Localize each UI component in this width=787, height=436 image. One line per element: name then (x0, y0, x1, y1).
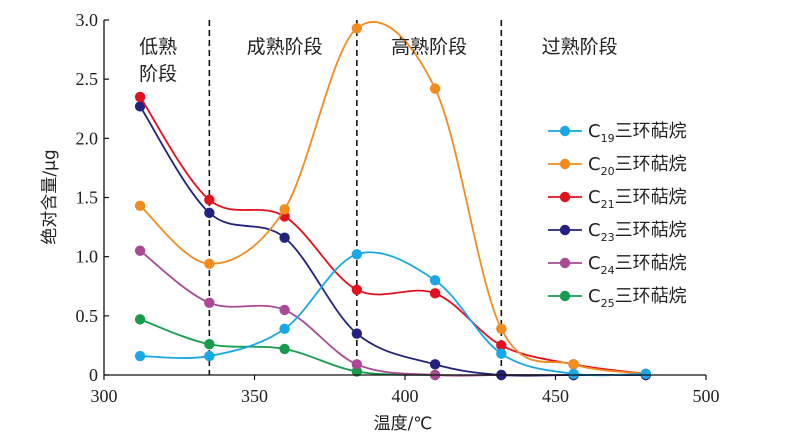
y-axis-title: 绝对含量/μg (40, 149, 60, 244)
legend-subscript: 20 (601, 165, 615, 178)
y-tick-label: 2.5 (76, 69, 99, 89)
stage-label-1-line2: 阶段 (139, 63, 177, 85)
data-point-c19 (351, 249, 363, 260)
data-point-c23 (204, 207, 215, 219)
legend-item-c20: C20三环萜烷 (548, 154, 687, 178)
legend-item-c24: C24三环萜烷 (548, 253, 687, 277)
legend-marker (559, 224, 571, 236)
data-point-c25 (204, 339, 215, 350)
stage-label-3: 高熟阶段 (391, 36, 467, 58)
data-point-c21 (134, 91, 146, 103)
legend-item-c21: C21三环萜烷 (548, 187, 687, 211)
data-point-c19 (279, 323, 290, 335)
legend-subscript: 25 (601, 297, 615, 310)
data-point-c24 (279, 304, 290, 316)
x-tick-label: 300 (91, 386, 118, 406)
data-point-c20 (134, 200, 146, 211)
axis-layer: 0 0.5 1.0 1.5 2.0 2.5 3.0 300 350 400 450 500 (76, 10, 720, 406)
legend-suffix: 三环萜烷 (615, 220, 687, 241)
legend-label: C25三环萜烷 (588, 286, 687, 310)
legend-label: C19三环萜烷 (588, 121, 687, 145)
legend-suffix: 三环萜烷 (615, 286, 687, 307)
legend-suffix: 三环萜烷 (615, 154, 687, 175)
stage-label-4: 过熟阶段 (542, 36, 618, 58)
legend: C19三环萜烷C20三环萜烷C21三环萜烷C23三环萜烷C24三环萜烷C25三环… (548, 121, 687, 310)
series-line-c21 (139, 96, 646, 375)
y-tick-label: 0 (89, 365, 98, 385)
y-tick-label: 1.0 (76, 247, 99, 267)
stage-label-1: 低熟 (139, 36, 177, 58)
y-tick-label: 2.0 (76, 128, 99, 148)
legend-item-c23: C23三环萜烷 (548, 220, 687, 244)
data-point-c19 (640, 368, 651, 380)
stage-label-2: 成熟阶段 (247, 36, 323, 58)
legend-marker (559, 158, 571, 170)
data-point-c19 (429, 275, 441, 286)
data-point-c24 (204, 297, 215, 309)
data-point-c20 (429, 83, 441, 94)
data-point-c20 (279, 204, 290, 215)
y-tick-label: 3.0 (76, 10, 99, 30)
data-point-c20 (351, 23, 363, 34)
legend-label: C20三环萜烷 (588, 154, 687, 178)
data-point-c21 (351, 284, 363, 295)
data-point-c19 (204, 350, 215, 362)
data-point-c23 (134, 101, 146, 112)
legend-prefix: C (588, 154, 601, 175)
data-point-c20 (204, 258, 215, 269)
legend-label: C23三环萜烷 (588, 220, 687, 244)
x-axis-title: 温度/℃ (374, 414, 433, 434)
stage-divider-layer (208, 20, 503, 375)
legend-prefix: C (588, 187, 601, 208)
legend-subscript: 19 (601, 132, 615, 145)
data-point-c23 (429, 359, 441, 370)
legend-subscript: 23 (601, 231, 615, 244)
series-line-c23 (139, 105, 646, 377)
data-point-c21 (429, 288, 441, 299)
legend-prefix: C (588, 286, 601, 307)
y-tick-label: 0.5 (76, 306, 99, 326)
data-point-c25 (279, 343, 290, 355)
data-point-c25 (134, 314, 146, 325)
data-point-c20 (568, 359, 579, 370)
series-line-c19 (140, 251, 646, 377)
x-tick-label: 400 (392, 386, 419, 406)
data-point-c24 (351, 359, 363, 370)
legend-marker (559, 290, 571, 302)
data-point-c23 (351, 328, 363, 339)
y-tick-label: 1.5 (76, 188, 99, 208)
data-point-c19 (134, 350, 146, 362)
data-point-c21 (496, 340, 507, 351)
series-line-c20 (139, 21, 646, 375)
data-point-c19 (568, 368, 579, 380)
legend-marker (559, 257, 571, 269)
legend-prefix: C (588, 121, 601, 142)
legend-item-c19: C19三环萜烷 (548, 121, 687, 145)
legend-suffix: 三环萜烷 (615, 253, 687, 274)
data-point-c24 (134, 245, 146, 256)
legend-marker (559, 125, 571, 137)
legend-label: C21三环萜烷 (588, 187, 687, 211)
x-tick-label: 350 (241, 386, 268, 406)
legend-subscript: 24 (601, 264, 615, 277)
legend-subscript: 21 (601, 198, 615, 211)
legend-prefix: C (588, 253, 601, 274)
legend-item-c25: C25三环萜烷 (548, 286, 687, 310)
data-point-c19 (496, 348, 507, 359)
data-point-c23 (279, 232, 290, 243)
legend-label: C24三环萜烷 (588, 253, 687, 277)
legend-suffix: 三环萜烷 (615, 187, 687, 208)
series-line-c24 (139, 250, 646, 377)
legend-marker (559, 191, 571, 203)
data-point-c21 (204, 194, 215, 206)
x-tick-label: 450 (542, 386, 569, 406)
legend-suffix: 三环萜烷 (615, 121, 687, 142)
legend-prefix: C (588, 220, 601, 241)
series-layer (134, 21, 651, 381)
x-tick-label: 500 (693, 386, 720, 406)
data-point-c20 (496, 323, 507, 335)
